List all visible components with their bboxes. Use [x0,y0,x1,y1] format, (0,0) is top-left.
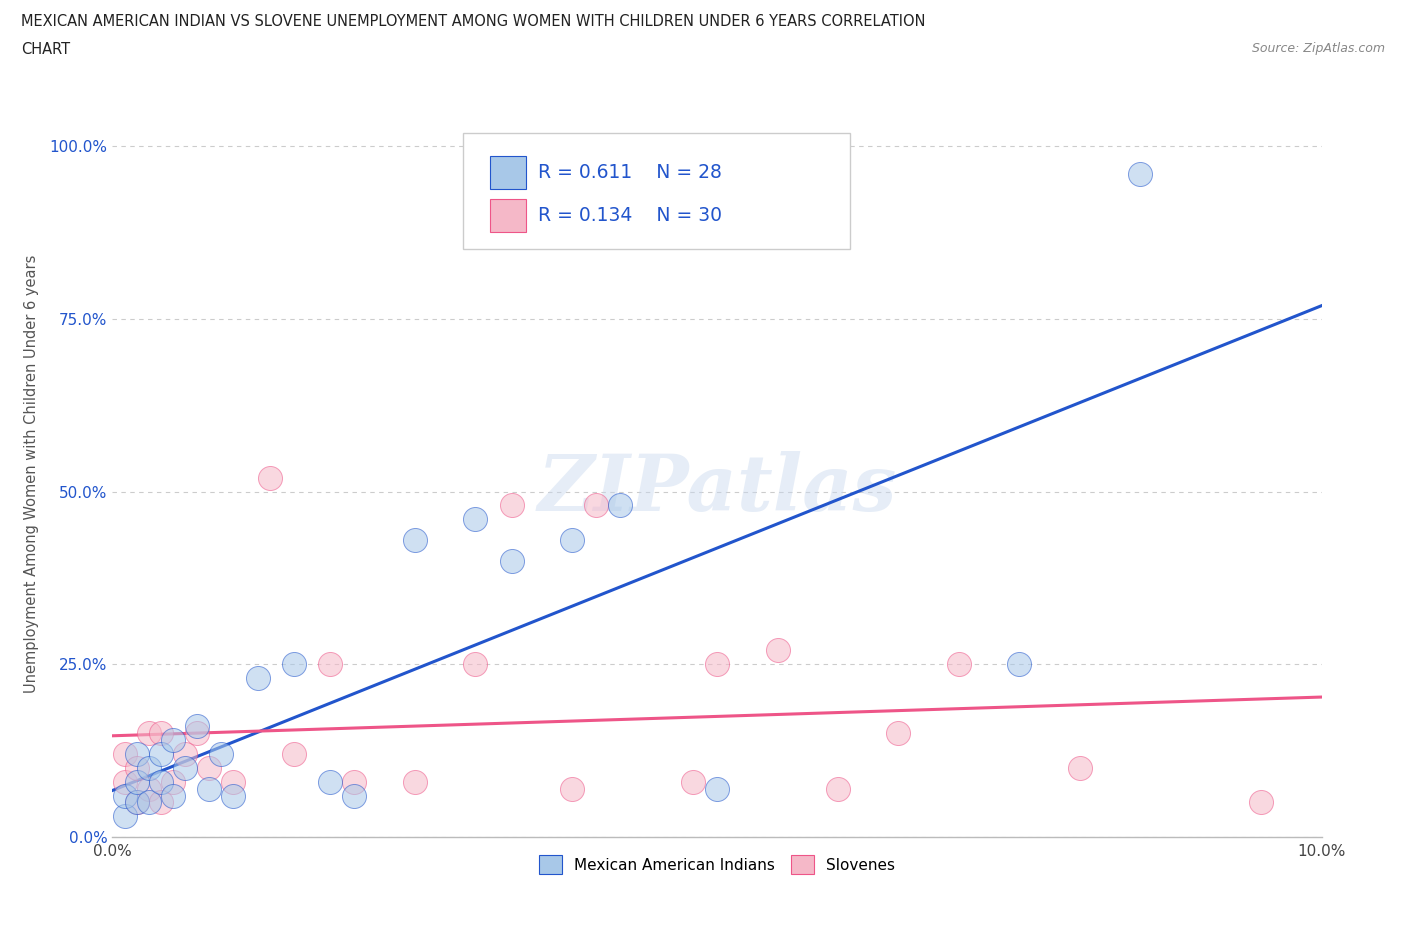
Point [149,747,172,762]
Point [162,788,184,803]
Point [162,775,184,790]
Point [149,726,172,741]
Point [501,498,523,512]
FancyBboxPatch shape [463,133,851,249]
Point [404,775,426,790]
Point [682,775,704,790]
Point [114,788,136,803]
Point [114,775,136,790]
Y-axis label: Unemployment Among Women with Children Under 6 years: Unemployment Among Women with Children U… [24,255,38,694]
Point [1250,795,1272,810]
Point [198,781,221,796]
Text: R = 0.611    N = 28: R = 0.611 N = 28 [538,163,721,182]
Text: CHART: CHART [21,42,70,57]
Point [149,775,172,790]
Point [609,498,631,512]
Point [138,781,160,796]
Text: ZIPatlas: ZIPatlas [537,450,897,527]
Point [319,657,342,671]
Point [138,795,160,810]
Point [209,747,232,762]
Point [186,719,208,734]
Point [1008,657,1031,671]
Point [1129,166,1152,181]
Point [114,809,136,824]
Point [149,795,172,810]
Text: MEXICAN AMERICAN INDIAN VS SLOVENE UNEMPLOYMENT AMONG WOMEN WITH CHILDREN UNDER : MEXICAN AMERICAN INDIAN VS SLOVENE UNEMP… [21,14,925,29]
Point [125,775,148,790]
Point [827,781,849,796]
Point [125,747,148,762]
Legend: Mexican American Indians, Slovenes: Mexican American Indians, Slovenes [533,849,901,880]
Point [259,471,281,485]
Point [1069,761,1091,776]
Text: R = 0.134    N = 30: R = 0.134 N = 30 [538,206,723,225]
Point [283,657,305,671]
Point [114,747,136,762]
Point [283,747,305,762]
Point [198,761,221,776]
Point [138,726,160,741]
Point [501,553,523,568]
Point [186,726,208,741]
Point [125,795,148,810]
Bar [489,199,526,232]
Text: Source: ZipAtlas.com: Source: ZipAtlas.com [1251,42,1385,55]
Point [222,788,245,803]
Point [948,657,970,671]
Bar [489,156,526,189]
Point [464,657,486,671]
Point [561,533,583,548]
Point [343,788,366,803]
Point [706,781,728,796]
Point [343,775,366,790]
Point [464,512,486,526]
Point [319,775,342,790]
Point [174,747,197,762]
Point [125,795,148,810]
Point [706,657,728,671]
Point [222,775,245,790]
Point [125,761,148,776]
Point [138,761,160,776]
Point [887,726,910,741]
Point [174,761,197,776]
Point [246,671,269,685]
Point [766,643,789,658]
Point [585,498,607,512]
Point [162,733,184,748]
Point [561,781,583,796]
Point [404,533,426,548]
